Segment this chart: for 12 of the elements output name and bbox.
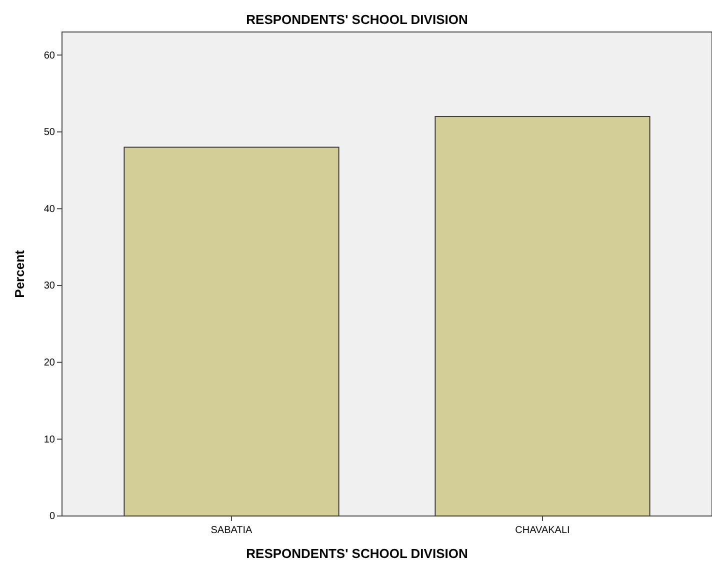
y-tick-label: 60 — [44, 50, 56, 62]
y-tick-label: 50 — [44, 127, 56, 138]
chart-title: RESPONDENTS' SCHOOL DIVISION — [246, 12, 468, 27]
x-tick-label: CHAVAKALI — [515, 525, 570, 536]
y-tick-label: 10 — [44, 434, 56, 446]
y-tick-label: 40 — [44, 204, 56, 215]
y-axis-title: Percent — [12, 249, 27, 298]
y-tick-label: 20 — [44, 358, 56, 369]
y-tick-label: 30 — [44, 280, 56, 292]
x-axis-title: RESPONDENTS' SCHOOL DIVISION — [246, 546, 468, 561]
y-tick-label: 0 — [49, 511, 56, 522]
x-tick-label: SABATIA — [210, 525, 253, 536]
